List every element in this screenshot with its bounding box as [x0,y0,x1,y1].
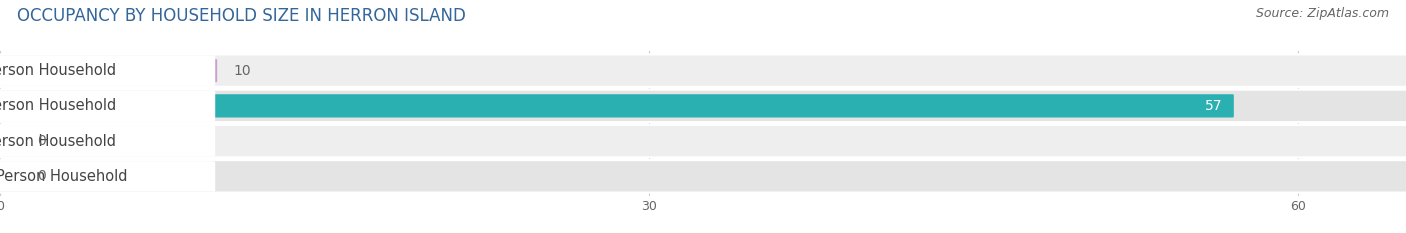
FancyBboxPatch shape [0,94,1234,117]
Text: 2-Person Household: 2-Person Household [0,98,115,113]
FancyBboxPatch shape [0,90,1406,122]
Text: Source: ZipAtlas.com: Source: ZipAtlas.com [1256,7,1389,20]
FancyBboxPatch shape [0,126,215,156]
Text: 0: 0 [37,169,45,183]
FancyBboxPatch shape [0,91,215,121]
Text: 0: 0 [37,134,45,148]
Text: OCCUPANCY BY HOUSEHOLD SIZE IN HERRON ISLAND: OCCUPANCY BY HOUSEHOLD SIZE IN HERRON IS… [17,7,465,25]
FancyBboxPatch shape [0,55,1406,87]
FancyBboxPatch shape [0,161,215,192]
Text: 57: 57 [1205,99,1222,113]
FancyBboxPatch shape [0,160,1406,192]
Text: 10: 10 [233,64,252,78]
Text: 3-Person Household: 3-Person Household [0,134,115,149]
FancyBboxPatch shape [0,55,215,86]
FancyBboxPatch shape [0,59,217,82]
Text: 1-Person Household: 1-Person Household [0,63,115,78]
Text: 4+ Person Household: 4+ Person Household [0,169,127,184]
FancyBboxPatch shape [0,125,1406,157]
